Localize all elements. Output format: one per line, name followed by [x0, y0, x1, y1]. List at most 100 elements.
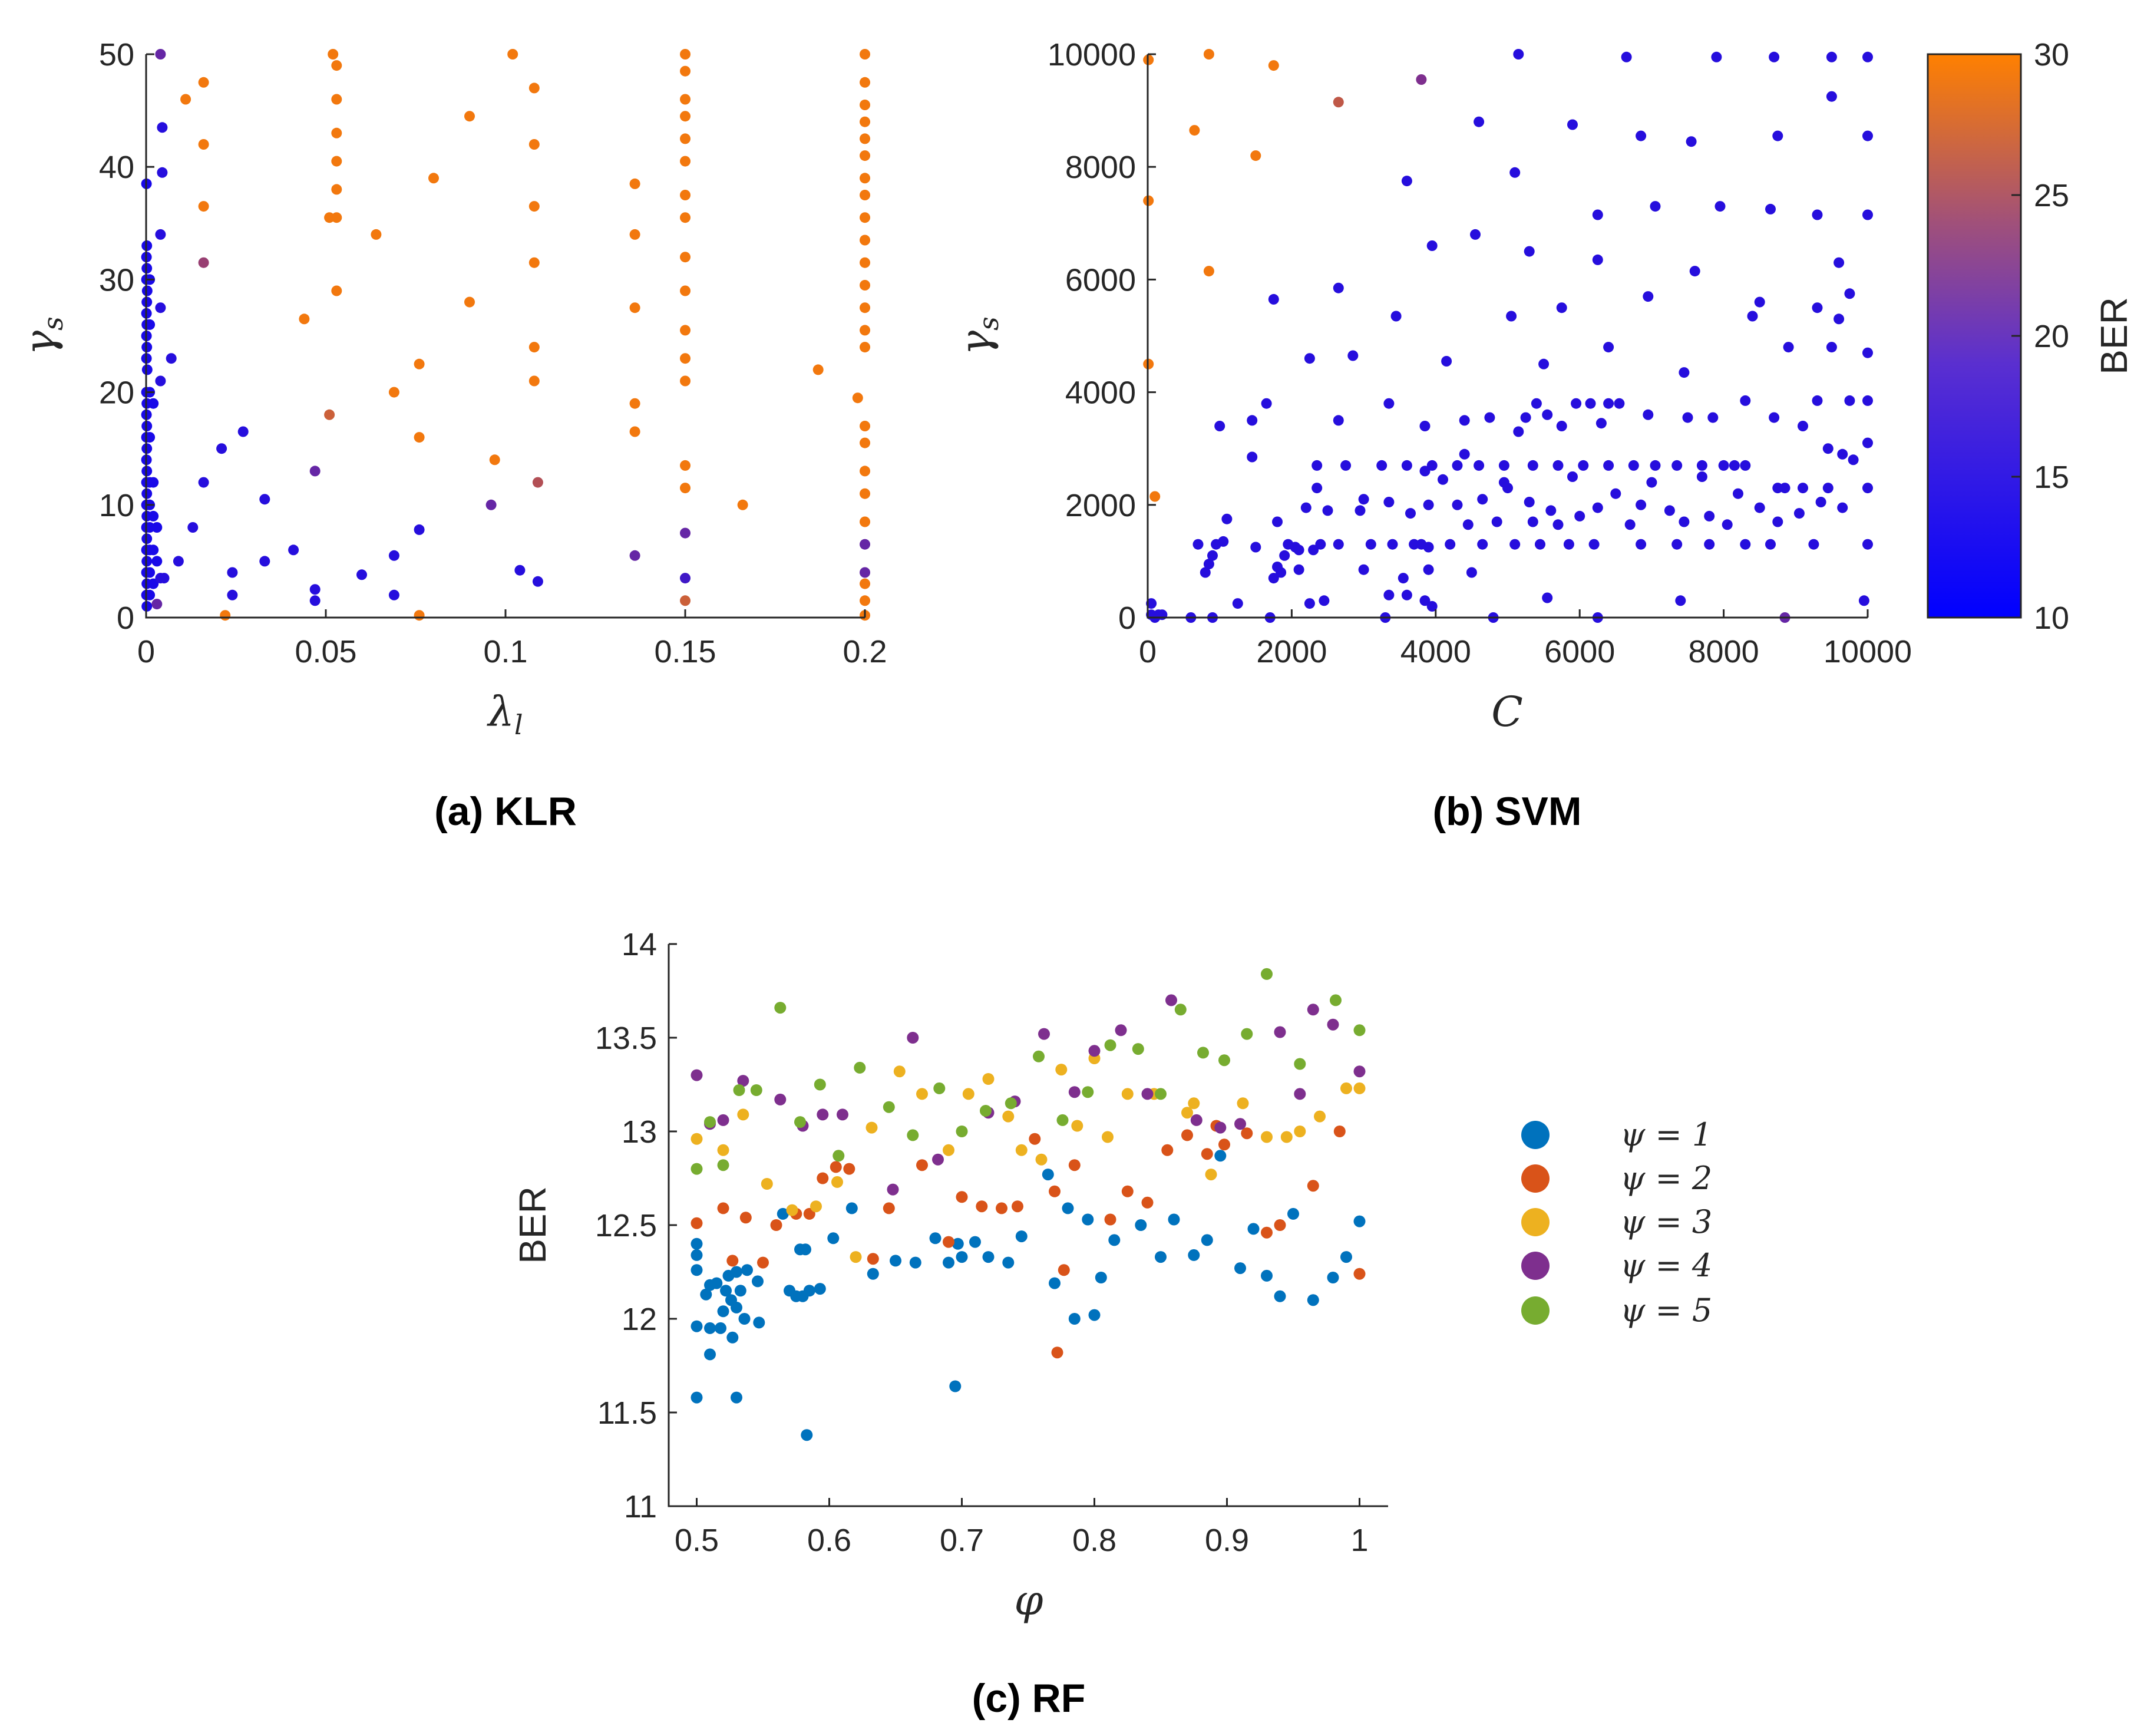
rf-series3-point-30 [1314, 1110, 1326, 1123]
rf-series3-point-32 [1353, 1082, 1366, 1094]
svm-point-169 [1409, 539, 1420, 550]
klr-point-34 [144, 319, 156, 330]
rf-series2-point-17 [996, 1202, 1007, 1214]
rf-xtick-label-5: 1 [1350, 1523, 1368, 1558]
rf-series1-point-42 [956, 1251, 968, 1263]
rf-series5-point-12 [933, 1082, 946, 1094]
svm-point-146 [1462, 519, 1474, 530]
rf-series1-point-68 [1340, 1251, 1352, 1263]
svm-point-85 [1595, 418, 1607, 429]
svm-point-197 [1383, 589, 1395, 600]
klr-point-99 [331, 94, 342, 105]
rf-series1-point-7 [704, 1322, 716, 1334]
svm-xtick-label-0: 0 [1139, 634, 1157, 669]
svm-x-axis-label: C [1491, 688, 1523, 736]
rf-series3-point-23 [1181, 1107, 1193, 1119]
svm-point-204 [1858, 595, 1869, 606]
rf-series1-point-31 [803, 1285, 815, 1297]
rf-series3-point-24 [1188, 1097, 1200, 1110]
rf-series1-point-45 [1002, 1256, 1015, 1269]
rf-series5-point-25 [1241, 1028, 1253, 1040]
klr-point-125 [680, 49, 691, 60]
klr-point-120 [629, 178, 640, 189]
svm-point-100 [1552, 460, 1564, 471]
svm-point-3 [1149, 491, 1161, 502]
rf-series4-point-0 [691, 1069, 703, 1081]
klr-point-138 [680, 460, 691, 471]
klr-point-94 [299, 313, 310, 325]
svm-point-200 [1232, 598, 1243, 609]
rf-series1-point-11 [717, 1305, 729, 1318]
rf-series4-point-25 [1327, 1018, 1339, 1031]
svm-y-ticks: 0 2000 4000 6000 8000 10000 [1048, 37, 1156, 636]
klr-xtick-label-4: 0.2 [843, 634, 887, 669]
svm-point-183 [1808, 539, 1819, 550]
klr-xtick-label-2: 0.1 [483, 634, 527, 669]
colorbar-tick-label-4: 30 [2034, 37, 2069, 72]
svm-point-101 [1578, 460, 1589, 471]
svm-point-177 [1588, 539, 1600, 550]
rf-series3-point-14 [1002, 1110, 1015, 1123]
rf-series5-point-9 [854, 1061, 866, 1074]
svm-point-152 [1722, 519, 1733, 530]
rf-series1-point-20 [738, 1313, 751, 1325]
svm-point-147 [1491, 516, 1502, 527]
svm-point-149 [1552, 519, 1564, 530]
svm-point-202 [1542, 592, 1553, 603]
klr-point-115 [528, 139, 540, 150]
klr-point-164 [860, 595, 870, 606]
svm-point-79 [1247, 451, 1258, 463]
rf-series2-point-35 [1307, 1180, 1319, 1192]
svm-x-ticks: 0 2000 4000 6000 8000 10000 [1139, 609, 1912, 669]
rf-series2-point-20 [1049, 1185, 1061, 1197]
legend-marker-1 [1521, 1121, 1550, 1149]
colorbar-label: BER [2093, 297, 2135, 375]
rf-series4-point-15 [1088, 1045, 1101, 1057]
klr-point-127 [680, 94, 691, 105]
svm-point-178 [1636, 539, 1647, 550]
svm-point-171 [1423, 542, 1434, 553]
rf-series4-point-14 [1068, 1086, 1081, 1098]
legend-label-2: ψ = 2 [1620, 1160, 1712, 1197]
svm-point-63 [1520, 412, 1531, 423]
rf-series1-point-64 [1274, 1290, 1286, 1302]
svm-point-61 [1459, 415, 1470, 426]
svm-xtick-label-4: 8000 [1689, 634, 1759, 669]
rf-series5-point-8 [833, 1150, 845, 1162]
rf-series1-point-22 [752, 1275, 764, 1288]
klr-point-50 [151, 599, 163, 610]
klr-point-62 [198, 257, 209, 268]
klr-point-52 [157, 122, 168, 133]
svm-point-20 [1636, 130, 1647, 141]
rf-series1-point-53 [1095, 1272, 1107, 1283]
klr-point-44 [148, 477, 159, 488]
svm-point-132 [1754, 502, 1765, 513]
klr-point-149 [860, 173, 870, 184]
rf-series5-point-23 [1197, 1047, 1209, 1059]
rf-series5-point-20 [1132, 1043, 1144, 1055]
rf-series2-point-23 [1068, 1159, 1081, 1171]
svm-point-102 [1603, 460, 1614, 471]
rf-series2-point-22 [1058, 1264, 1070, 1276]
klr-point-109 [428, 173, 439, 184]
svm-point-9 [1333, 97, 1344, 108]
klr-point-63 [198, 477, 209, 488]
rf-x-ticks: 0.5 0.6 0.7 0.8 0.9 1 [675, 1498, 1369, 1558]
klr-point-147 [860, 133, 870, 144]
klr-y-ticks: 0 10 20 30 40 50 [99, 37, 154, 636]
klr-point-116 [528, 201, 540, 212]
rf-series2-point-4 [757, 1256, 769, 1269]
svm-point-16 [1862, 51, 1873, 62]
rf-series1-point-1 [691, 1249, 703, 1261]
klr-point-108 [414, 610, 425, 621]
svm-point-5 [1203, 49, 1214, 60]
klr-point-113 [507, 49, 518, 60]
rf-series3-point-11 [943, 1144, 954, 1156]
svm-point-8 [1268, 60, 1279, 71]
rf-series3-point-2 [737, 1108, 749, 1121]
svm-point-205 [1146, 598, 1157, 609]
klr-point-134 [680, 285, 691, 296]
rf-series1-point-2 [691, 1264, 703, 1276]
svm-point-203 [1675, 595, 1686, 606]
